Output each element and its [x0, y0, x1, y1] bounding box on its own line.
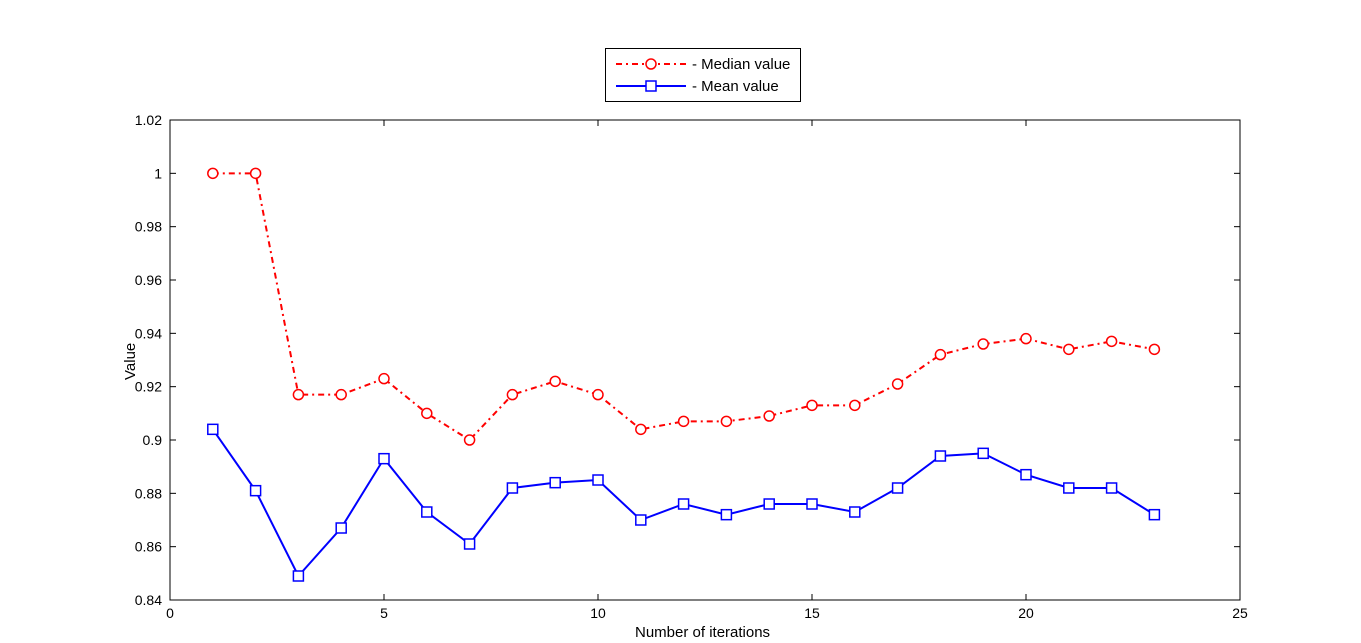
svg-text:0: 0 — [166, 605, 174, 621]
x-axis-label: Number of iterations — [635, 624, 770, 641]
svg-text:15: 15 — [804, 605, 820, 621]
legend-row: - Mean value — [616, 75, 790, 97]
svg-text:0.96: 0.96 — [135, 272, 162, 288]
svg-text:0.94: 0.94 — [135, 325, 162, 341]
legend-label: - Median value — [692, 56, 790, 73]
legend-label: - Mean value — [692, 78, 779, 95]
chart-container: 0 5 10 15 20 25 0.84 0.86 0.88 0.9 0.92 0.94 0.96 0.9… — [0, 0, 1361, 643]
y-axis-label: Value — [122, 343, 139, 380]
legend-sample — [616, 54, 686, 74]
svg-text:0.92: 0.92 — [135, 379, 162, 395]
legend-row: - Median value — [616, 53, 790, 75]
svg-text:1.02: 1.02 — [135, 112, 162, 128]
svg-text:10: 10 — [590, 605, 606, 621]
svg-text:0.84: 0.84 — [135, 592, 162, 608]
svg-text:5: 5 — [380, 605, 388, 621]
svg-text:0.86: 0.86 — [135, 539, 162, 555]
svg-text:1: 1 — [154, 165, 162, 181]
svg-text:20: 20 — [1018, 605, 1034, 621]
svg-text:0.9: 0.9 — [143, 432, 163, 448]
svg-text:0.88: 0.88 — [135, 485, 162, 501]
legend-sample — [616, 76, 686, 96]
svg-text:0.98: 0.98 — [135, 219, 162, 235]
svg-text:25: 25 — [1232, 605, 1248, 621]
legend: - Median value - Mean value — [605, 48, 801, 102]
